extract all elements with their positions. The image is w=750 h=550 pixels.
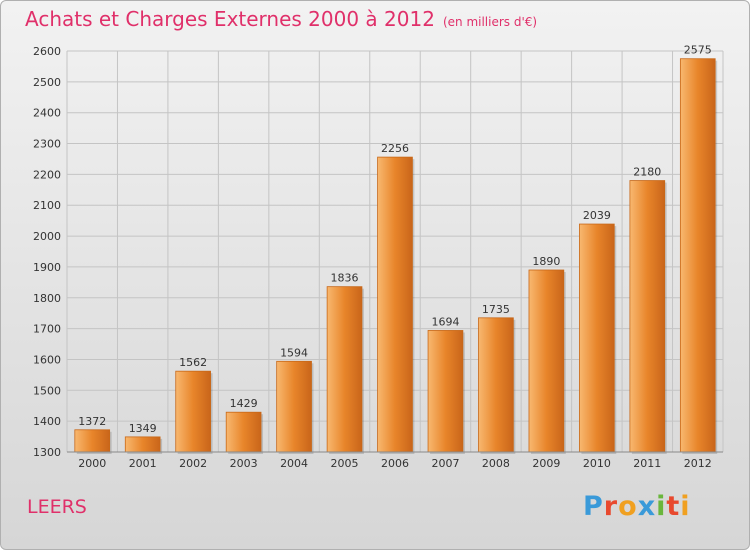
bar[interactable] (579, 223, 615, 453)
bars: 1372 1349 1562 1429 1594 1836 2256 1694 1735 1890… (74, 44, 718, 455)
bar[interactable] (528, 269, 565, 453)
chart-title: Achats et Charges Externes 2000 à 2012 (e… (25, 7, 537, 31)
data-label: 1562 (179, 356, 207, 369)
data-label: 2256 (381, 142, 409, 155)
data-label: 2039 (583, 209, 611, 222)
data-label: 1836 (331, 272, 359, 285)
x-axis: 2000 2001 2002 2003 2004 2005 2006 2007 2008 2009… (67, 451, 723, 470)
bar[interactable] (478, 317, 514, 453)
y-tick-label: 1600 (33, 353, 61, 366)
x-tick-label: 2010 (583, 457, 611, 470)
y-tick-label: 2200 (33, 168, 61, 181)
logo-letter: x (637, 491, 657, 522)
data-label: 1694 (431, 315, 459, 328)
x-tick-label: 2001 (129, 457, 157, 470)
y-tick-label: 1900 (33, 261, 61, 274)
y-tick-label: 1700 (33, 323, 61, 336)
data-label: 1735 (482, 303, 510, 316)
bar[interactable] (74, 429, 111, 453)
x-tick-label: 2011 (633, 457, 661, 470)
place-name: LEERS (27, 496, 87, 518)
data-label: 1372 (78, 415, 106, 428)
chart-unit: (en milliers d'€) (442, 15, 538, 29)
x-tick-label: 2009 (532, 457, 560, 470)
y-tick-label: 2300 (33, 138, 61, 151)
y-tick-label: 1300 (33, 446, 61, 459)
logo-letter: i (656, 491, 667, 522)
logo-letter: o (618, 491, 638, 522)
logo-letter: r (603, 491, 619, 522)
x-tick-label: 2005 (331, 457, 359, 470)
x-tick-label: 2007 (431, 457, 459, 470)
bar[interactable] (124, 436, 161, 453)
x-tick-label: 2003 (230, 457, 258, 470)
bar[interactable] (326, 286, 363, 453)
data-label: 1429 (230, 397, 258, 410)
data-label: 1349 (129, 422, 157, 435)
bar[interactable] (377, 156, 413, 453)
x-tick-label: 2004 (280, 457, 308, 470)
y-tick-label: 2500 (33, 76, 61, 89)
x-tick-label: 2002 (179, 457, 207, 470)
y-tick-label: 1800 (33, 292, 61, 305)
y-tick-label: 2600 (33, 45, 61, 58)
x-tick-label: 2008 (482, 457, 510, 470)
y-tick-label: 2400 (33, 107, 61, 120)
y-tick-label: 1400 (33, 415, 61, 428)
x-tick-label: 2006 (381, 457, 409, 470)
bar[interactable] (276, 360, 312, 453)
proxiti-logo[interactable]: Proxiti (583, 491, 691, 522)
bar[interactable] (427, 330, 464, 453)
x-tick-label: 2000 (78, 457, 106, 470)
bar[interactable] (679, 58, 716, 453)
logo-letter: P (583, 491, 604, 522)
logo-letter: t (666, 491, 681, 522)
y-tick-label: 1500 (33, 384, 61, 397)
data-label: 2180 (633, 166, 661, 179)
data-label: 1890 (532, 255, 560, 268)
bar[interactable] (629, 180, 666, 453)
y-axis: 1300 1400 1500 1600 1700 1800 1900 2000 2100 2200… (33, 45, 61, 459)
y-tick-label: 2100 (33, 199, 61, 212)
bar[interactable] (175, 370, 211, 453)
y-tick-label: 2000 (33, 230, 61, 243)
x-tick-label: 2012 (684, 457, 712, 470)
chart-title-text: Achats et Charges Externes 2000 à 2012 (25, 7, 435, 31)
bar[interactable] (225, 411, 262, 453)
logo-letter: i (680, 491, 691, 522)
data-label: 1594 (280, 346, 308, 359)
data-label: 2575 (684, 44, 712, 57)
